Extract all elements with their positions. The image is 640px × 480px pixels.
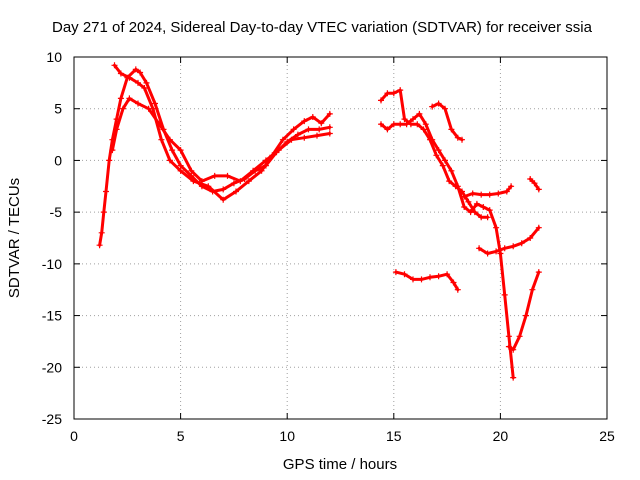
series-points-arc8 (392, 269, 461, 293)
y-tick-label: 0 (54, 152, 62, 168)
series-line-arc2 (113, 63, 332, 202)
x-axis-label: GPS time / hours (283, 456, 397, 473)
series-points-arc6 (429, 100, 465, 143)
series-line-arc10 (507, 270, 541, 352)
marker-group (96, 62, 542, 381)
y-tick-label: -15 (42, 308, 62, 324)
series-line-arc1 (98, 67, 332, 247)
y-axis-label: SDTVAR / TECUs (6, 178, 23, 298)
x-tick-label: 10 (279, 428, 295, 444)
series-points-arc11 (527, 176, 542, 193)
x-tick-label: 25 (599, 428, 615, 444)
series-points-arc9 (476, 224, 542, 257)
series-line-arc3 (110, 96, 332, 183)
x-tick-label: 5 (177, 428, 185, 444)
series-points-arc7 (461, 183, 515, 200)
y-tick-labels: -25 -20 -15 -10 -5 0 5 10 (42, 49, 62, 427)
x-tick-label: 20 (493, 428, 509, 444)
plot-frame (73, 56, 608, 420)
chart-title: Day 271 of 2024, Sidereal Day-to-day VTE… (52, 19, 593, 36)
y-tick-label: -25 (42, 411, 62, 427)
y-tick-label: -5 (50, 204, 63, 220)
series-line-arc5 (379, 112, 515, 380)
series-points-arc5 (378, 110, 517, 381)
series-points-arc2 (111, 62, 333, 203)
x-tick-label: 0 (70, 428, 78, 444)
grid (74, 57, 607, 419)
y-tick-label: -20 (42, 359, 62, 375)
series-points-arc10 (505, 269, 542, 353)
x-tick-label: 15 (386, 428, 402, 444)
x-tick-labels: 0 5 10 15 20 25 (70, 428, 615, 444)
series-group (98, 63, 541, 380)
series-points-arc1 (96, 66, 333, 249)
ticks (73, 56, 608, 420)
y-tick-label: -10 (42, 256, 62, 272)
y-tick-label: 5 (54, 101, 62, 117)
series-points-arc3 (109, 95, 333, 185)
y-tick-label: 10 (46, 49, 62, 65)
